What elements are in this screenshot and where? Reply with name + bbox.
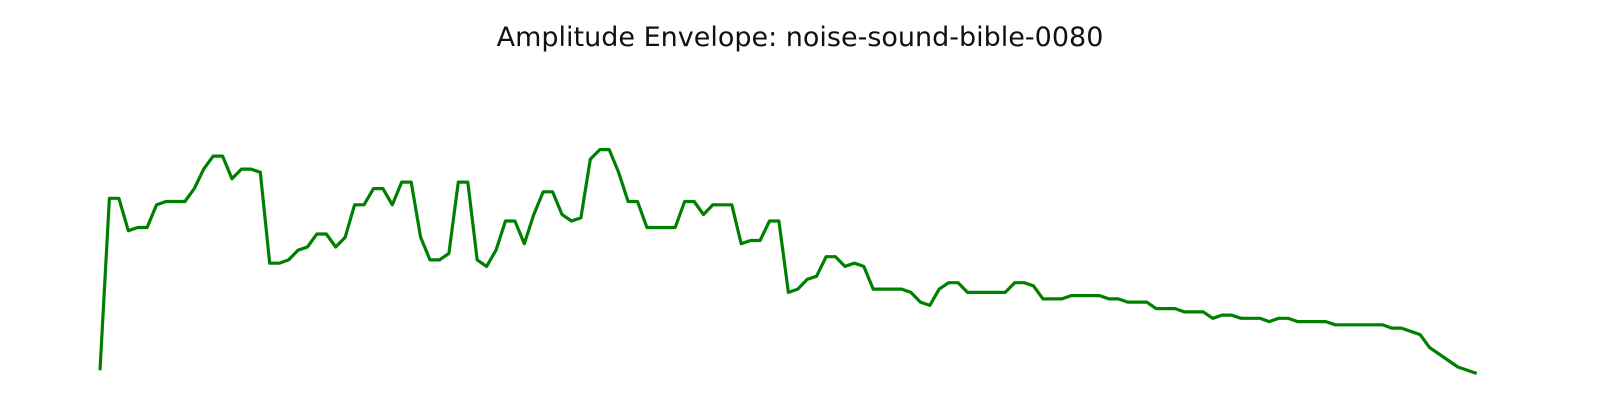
- series-line-0: [98, 148, 1478, 376]
- chart-title: Amplitude Envelope: noise-sound-bible-00…: [496, 22, 1104, 53]
